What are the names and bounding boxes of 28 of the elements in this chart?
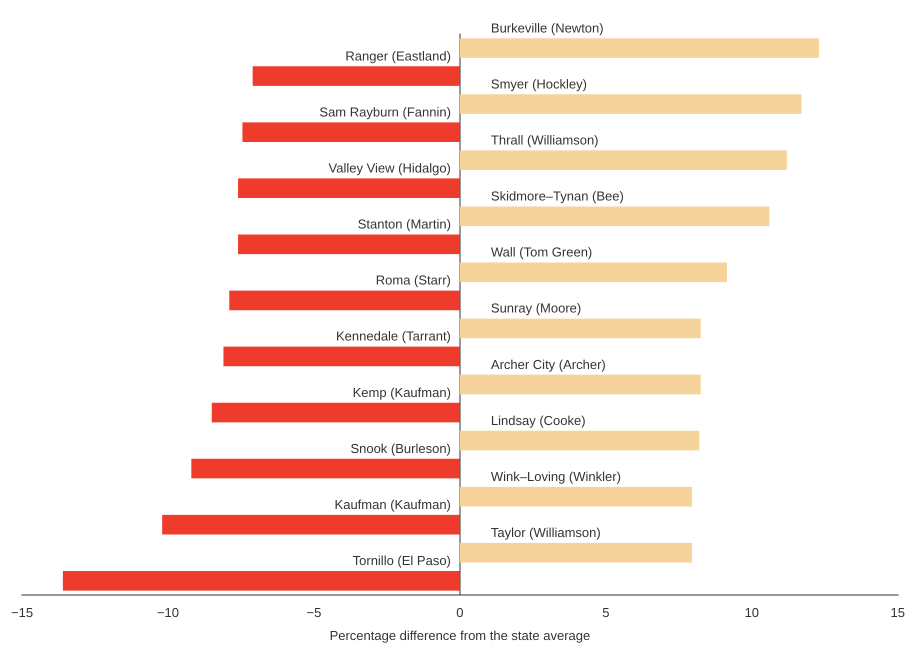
y-tick-label: Wall (Tom Green) <box>490 244 592 260</box>
y-tick-label: Sam Rayburn (Fannin) <box>319 104 451 120</box>
y-tick-label: Kennedale (Tarrant) <box>336 328 451 344</box>
y-tick-label: Archer City (Archer) <box>490 356 606 372</box>
y-tick-label: Wink–Loving (Winkler) <box>490 468 621 484</box>
y-tick-label: Kaufman (Kaufman) <box>334 496 451 512</box>
y-tick-label: Skidmore–Tynan (Bee) <box>490 188 624 204</box>
y-tick-label: Taylor (Williamson) <box>490 525 601 540</box>
x-tick-label: 15 <box>890 605 906 620</box>
x-tick-label: 10 <box>744 605 760 620</box>
y-tick-label: Smyer (Hockley) <box>490 76 587 92</box>
y-tick-label: Ranger (Eastland) <box>345 48 451 64</box>
y-tick-label: Kemp (Kaufman) <box>352 384 451 400</box>
y-tick-label: Roma (Starr) <box>376 272 451 288</box>
y-tick-label: Lindsay (Cooke) <box>490 412 586 428</box>
y-tick-label: Sunray (Moore) <box>490 300 582 316</box>
x-tick-label: −10 <box>156 605 180 620</box>
y-tick-label: Tornillo (El Paso) <box>352 553 451 568</box>
y-tick-label: Snook (Burleson) <box>350 440 451 456</box>
x-tick-label: −15 <box>10 605 34 620</box>
y-tick-label: Thrall (Williamson) <box>490 132 599 148</box>
x-axis-title: Percentage difference from the state average <box>330 628 590 643</box>
x-tick-label: 5 <box>602 605 610 620</box>
y-tick-label: Valley View (Hidalgo) <box>328 160 451 176</box>
x-tick-label: 0 <box>456 605 464 620</box>
x-tick-label: −5 <box>306 605 322 620</box>
y-tick-label: Stanton (Martin) <box>358 216 451 232</box>
y-tick-label: Burkeville (Newton) <box>490 20 604 36</box>
